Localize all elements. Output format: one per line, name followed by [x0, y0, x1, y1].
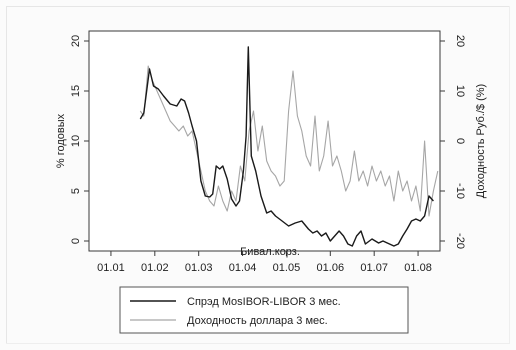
left-tick-label: 0 — [70, 238, 82, 244]
right-axis-title: Доходность Руб./$ (%) — [475, 84, 487, 198]
right-tick-label: -20 — [454, 233, 466, 249]
series-line-spread — [139, 46, 434, 247]
x-tick-label: 01.07 — [360, 262, 388, 274]
left-tick-label: 5 — [70, 188, 82, 194]
left-tick-label: 10 — [70, 135, 82, 147]
left-tick-label: 20 — [70, 35, 82, 47]
x-axis-ticks: 01.01 01.02 01.03 01.04 01.05 01.06 01.07 01.08 — [97, 251, 432, 274]
panel-edge-right — [509, 6, 510, 344]
series-line-dollar-yield — [139, 65, 439, 217]
x-tick-label: 01.08 — [404, 262, 432, 274]
left-axis-title: % годовых — [55, 113, 67, 168]
x-tick-label: 01.04 — [229, 262, 257, 274]
legend-label-spread: Спрэд MosIBOR-LIBOR 3 мес. — [187, 296, 341, 308]
x-tick-label: 01.02 — [141, 262, 169, 274]
x-tick-label: 01.03 — [185, 262, 213, 274]
right-tick-label: -10 — [454, 183, 466, 199]
legend-box — [119, 286, 409, 334]
panel-edge-bottom — [6, 343, 510, 344]
series-layer — [139, 46, 439, 247]
right-tick-label: 10 — [454, 85, 466, 97]
right-axis-ticks: -20 -10 0 10 20 — [440, 35, 466, 249]
x-axis-title: Бивал.корз. — [240, 246, 300, 258]
x-tick-label: 01.06 — [317, 262, 345, 274]
right-tick-label: 20 — [454, 35, 466, 47]
x-tick-label: 01.01 — [97, 262, 125, 274]
legend: Спрэд MosIBOR-LIBOR 3 мес. Доходность до… — [119, 286, 409, 334]
left-axis-ticks: 0 5 10 15 20 — [70, 35, 89, 244]
legend-label-dollar-yield: Доходность доллара 3 мес. — [187, 315, 328, 327]
x-tick-label: 01.05 — [273, 262, 301, 274]
right-tick-label: 0 — [454, 138, 466, 144]
panel-edge-top — [6, 6, 510, 7]
left-tick-label: 15 — [70, 85, 82, 97]
panel-edge-left — [6, 6, 7, 344]
